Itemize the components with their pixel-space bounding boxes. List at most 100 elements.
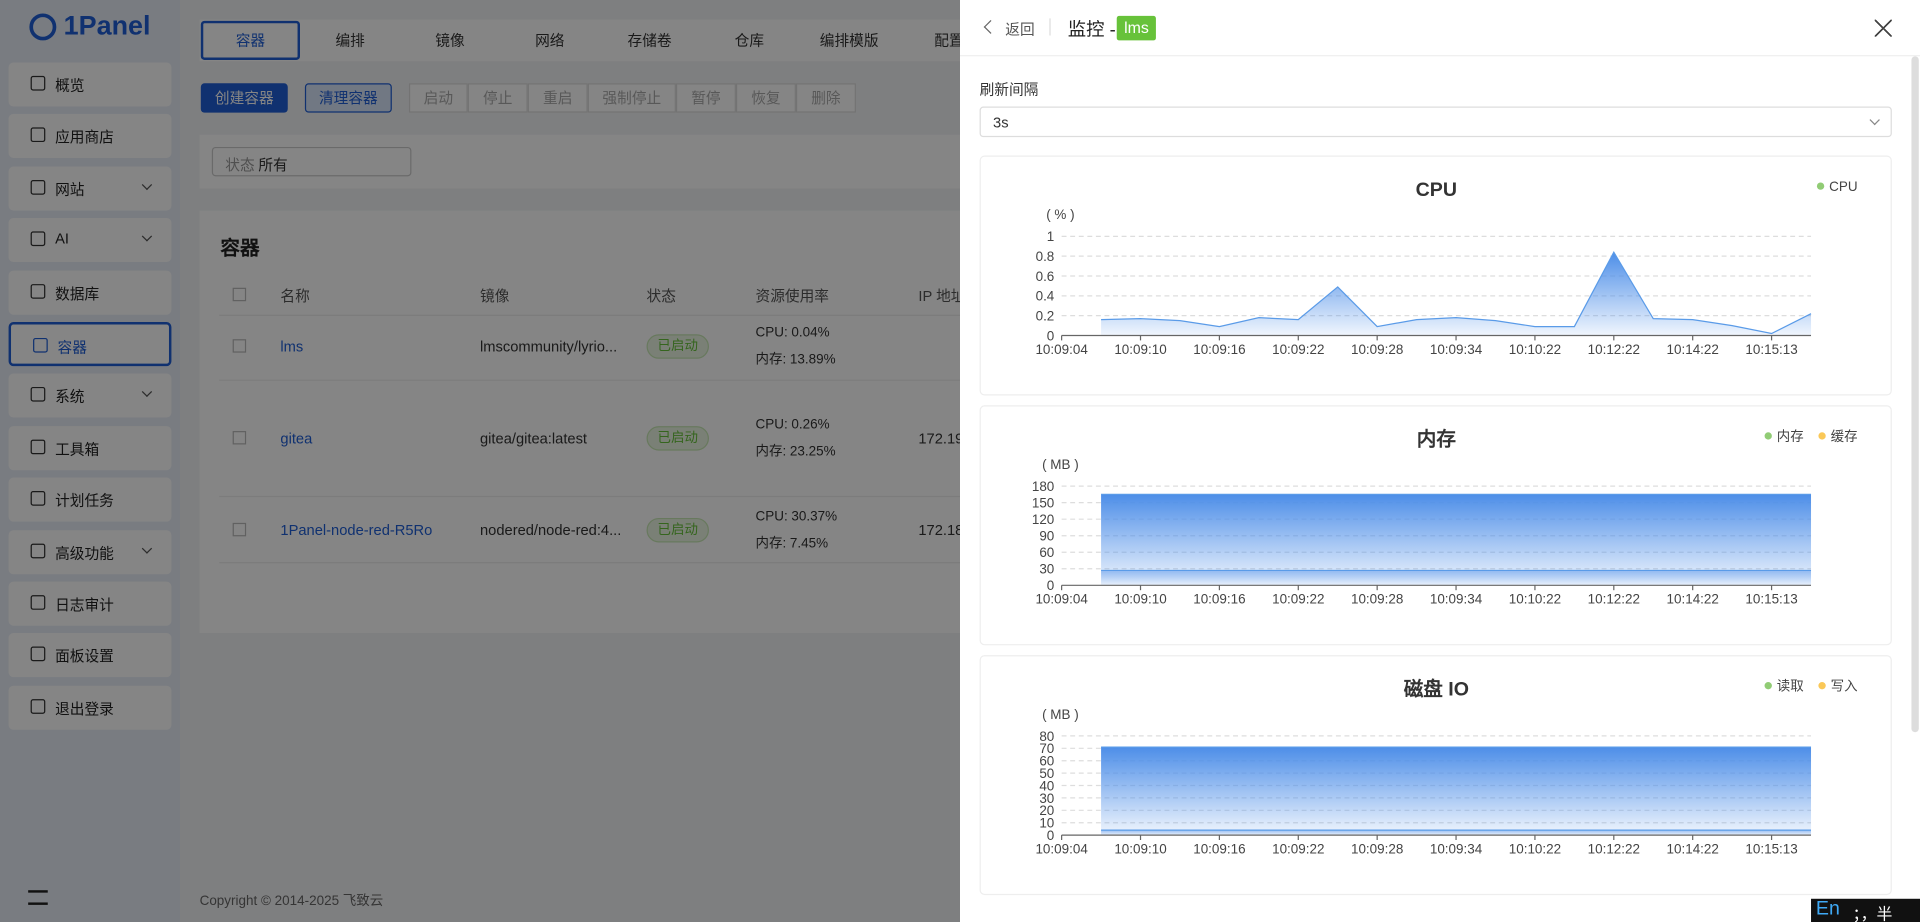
container-name[interactable]: 1Panel-node-red-R5Ro <box>280 521 433 539</box>
container-image: lmscommunity/lyrio... <box>480 337 618 356</box>
menu-icon <box>30 543 46 558</box>
tab[interactable]: 网络 <box>535 31 565 49</box>
menu-item[interactable]: 网站 <box>8 166 172 211</box>
menu-label: 工具箱 <box>55 440 100 458</box>
y-tick-label: 80 <box>1039 729 1054 744</box>
x-tick-label: 10:09:22 <box>1272 841 1324 856</box>
refresh-select[interactable]: 3s <box>979 106 1892 138</box>
chart-card: 内存 ( MB ) 缓存 内存 0 30 60 90 120 150 180 10:09:04 10:0… <box>979 405 1892 646</box>
scrollbar[interactable] <box>1911 56 1919 733</box>
x-tick-label: 10:12:22 <box>1588 841 1640 856</box>
tab[interactable]: 编排模版 <box>819 31 879 49</box>
x-tick-label: 10:09:04 <box>1035 841 1088 856</box>
x-tick-label: 10:09:10 <box>1114 592 1166 607</box>
action-button[interactable]: 重启 <box>527 83 588 113</box>
legend-dot <box>1764 432 1772 440</box>
create-button[interactable]: 创建容器 <box>200 83 288 113</box>
header-divider <box>960 55 1920 57</box>
checkbox[interactable] <box>232 522 247 537</box>
row-divider <box>219 495 979 498</box>
menu-icon <box>30 387 46 403</box>
tab[interactable]: 配置 <box>934 31 964 49</box>
menu-item[interactable]: 日志审计 <box>8 581 172 626</box>
menu-item[interactable]: 系统 <box>8 373 172 419</box>
y-tick-label: 150 <box>1032 496 1054 511</box>
back-link[interactable]: 返回 <box>1005 20 1035 38</box>
action-button[interactable]: 停止 <box>467 83 528 113</box>
container-name[interactable]: lms <box>280 337 304 356</box>
x-tick-label: 10:09:10 <box>1114 841 1166 856</box>
menu-item[interactable]: 应用商店 <box>8 114 172 159</box>
menu-icon <box>30 698 46 714</box>
series-area <box>1101 494 1812 586</box>
x-tick-label: 10:09:04 <box>1035 592 1088 607</box>
filter-select[interactable]: 状态 所有 <box>211 146 412 177</box>
tab[interactable]: 编排 <box>335 31 365 49</box>
checkbox[interactable] <box>232 339 247 353</box>
menu-item[interactable]: 数据库 <box>8 270 172 315</box>
chart-title: CPU <box>1416 179 1457 201</box>
refresh-value: 3s <box>993 113 1009 132</box>
menu-label: 退出登录 <box>55 700 114 718</box>
menu-item[interactable]: 概览 <box>8 62 172 107</box>
x-tick-label: 10:09:28 <box>1351 592 1403 607</box>
back-arrow[interactable] <box>983 20 998 34</box>
tab[interactable]: 仓库 <box>734 31 765 49</box>
table-card: 容器 名称 镜像 状态 资源使用率 IP 地址 lms lmscommunity/lyrio.… <box>199 210 984 634</box>
menu-item[interactable]: 计划任务 <box>8 477 172 522</box>
menu-item[interactable]: 工具箱 <box>8 425 172 470</box>
row-divider <box>219 379 979 381</box>
menu-item[interactable]: 面板设置 <box>8 633 172 678</box>
tab[interactable]: 容器 <box>200 20 301 61</box>
legend-dot <box>1818 682 1826 690</box>
x-tick-label: 10:09:16 <box>1193 841 1245 856</box>
menu-item[interactable]: AI <box>8 218 172 263</box>
x-tick-label: 10:09:16 <box>1193 342 1245 357</box>
action-button[interactable]: 删除 <box>795 83 856 113</box>
menu-label: 计划任务 <box>55 492 114 510</box>
row-divider <box>219 314 979 316</box>
overlay <box>0 0 961 922</box>
legend-label: 写入 <box>1831 679 1858 694</box>
tab[interactable]: 存储卷 <box>627 31 672 49</box>
legend-label: 缓存 <box>1831 429 1858 444</box>
action-button[interactable]: 强制停止 <box>587 83 676 113</box>
y-tick-label: 0.8 <box>1036 249 1055 264</box>
y-tick-label: 0 <box>1047 578 1054 593</box>
y-tick-label: 0.6 <box>1036 269 1055 284</box>
chart: CPU ( % ) CPU 0 0.2 0.4 0.6 0.8 1 10:09:04 10:09:1… <box>1035 179 1857 357</box>
menu-item[interactable]: 容器 <box>8 322 172 367</box>
name-tag: lms <box>1116 15 1157 41</box>
y-tick-label: 60 <box>1039 545 1054 560</box>
container-name[interactable]: gitea <box>280 429 313 447</box>
menu-item[interactable]: 高级功能 <box>8 529 172 574</box>
y-tick-label: 1 <box>1047 229 1054 244</box>
footer: Copyright © 2014-2025 飞致云 <box>199 893 384 909</box>
header-separator <box>1049 18 1051 36</box>
checkbox[interactable] <box>232 287 247 302</box>
menu-icon <box>30 127 46 143</box>
action-button[interactable]: 恢复 <box>735 83 796 113</box>
y-tick-label: 20 <box>1039 803 1054 818</box>
tab[interactable]: 镜像 <box>435 31 465 49</box>
chart-card: 磁盘 IO ( MB ) 写入 读取 0 10 20 30 40 50 60 70 80 10:09:04… <box>979 655 1892 896</box>
container-image: nodered/node-red:4... <box>480 521 622 539</box>
x-tick-label: 10:10:22 <box>1509 592 1561 607</box>
x-tick-label: 10:09:28 <box>1351 342 1403 357</box>
x-tick-label: 10:10:22 <box>1509 342 1561 357</box>
x-tick-label: 10:14:22 <box>1667 841 1719 856</box>
menu-icon <box>30 647 46 662</box>
status-tag: 已启动 <box>646 334 709 359</box>
collapse-icon[interactable] <box>28 890 48 905</box>
close-button[interactable] <box>1874 19 1892 37</box>
cpu-usage: CPU: 30.37% <box>755 509 838 525</box>
clean-button[interactable]: 清理容器 <box>304 83 392 113</box>
action-button[interactable]: 启动 <box>408 83 468 113</box>
menu-icon <box>30 283 46 299</box>
action-button[interactable]: 暂停 <box>675 83 736 113</box>
menu-item[interactable]: 退出登录 <box>8 685 172 730</box>
checkbox[interactable] <box>232 431 247 445</box>
menu-label: 概览 <box>55 77 85 95</box>
status-tag: 已启动 <box>646 426 709 451</box>
